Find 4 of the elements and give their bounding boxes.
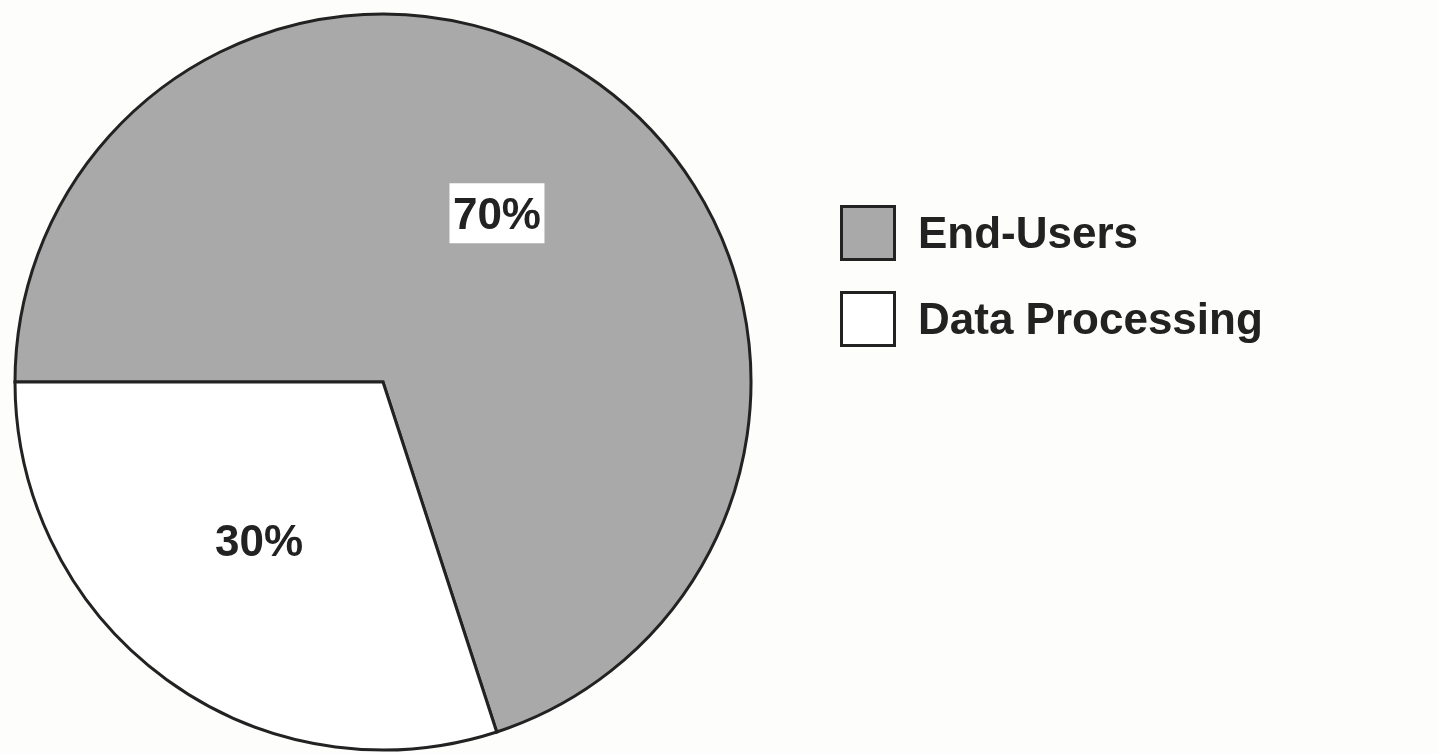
legend-label: End-Users (918, 208, 1139, 258)
data-label: 30% (214, 516, 304, 566)
data-label: 70% (452, 188, 542, 238)
legend-label: Data Processing (918, 294, 1263, 344)
